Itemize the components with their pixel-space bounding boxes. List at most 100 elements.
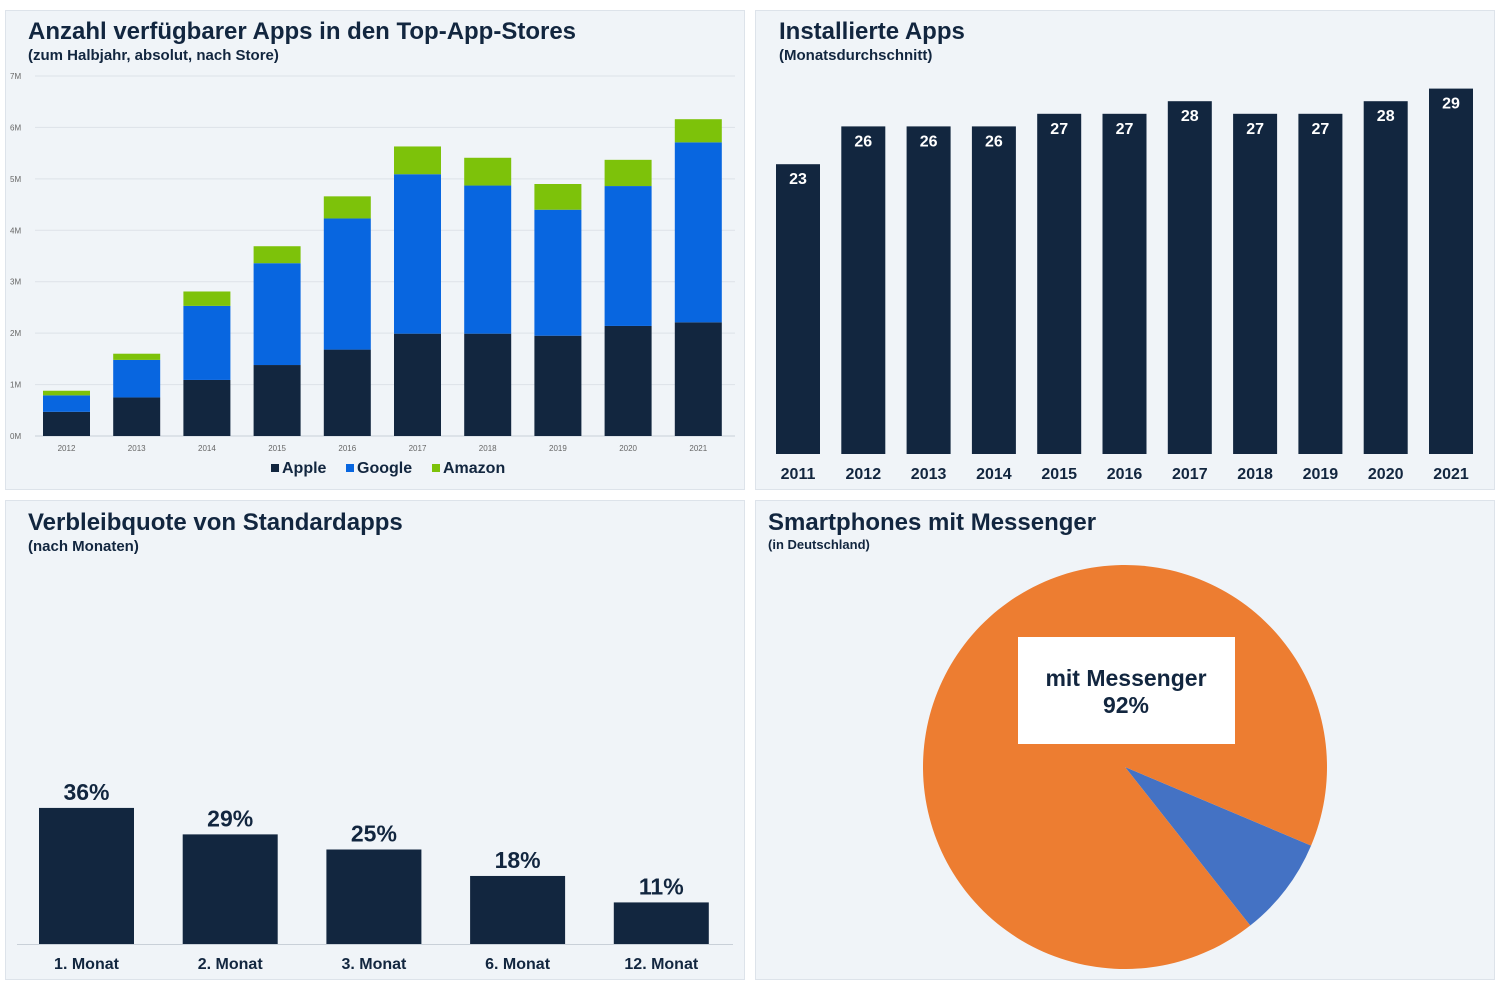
x-tick-label: 2021 <box>1433 466 1469 483</box>
bar-amazon-2020 <box>604 159 652 187</box>
x-tick-label: 2014 <box>198 444 216 453</box>
chart2-subtitle: (Monatsdurchschnitt) <box>779 47 933 64</box>
bar-amazon-2012 <box>43 390 90 396</box>
x-tick-label: 2018 <box>1237 466 1273 483</box>
y-tick-label: 3M <box>10 278 21 287</box>
data-label: 26 <box>985 133 1003 150</box>
x-tick-label: 2020 <box>619 444 637 453</box>
value-label: 36% <box>63 779 109 805</box>
bar-2020 <box>1363 101 1408 454</box>
x-tick-label: 2013 <box>911 466 947 483</box>
x-tick-label: 2018 <box>479 444 497 453</box>
pie-label-value: 92% <box>1103 692 1149 718</box>
bar-google-2019 <box>534 209 582 336</box>
data-label: 26 <box>854 133 872 150</box>
bar-apple-2019 <box>534 335 582 436</box>
x-tick-label: 2017 <box>409 444 427 453</box>
bar-apple-2017 <box>394 333 441 436</box>
bar-2013 <box>906 126 951 455</box>
legend-swatch-apple <box>271 464 279 472</box>
bar-2018 <box>1233 113 1278 455</box>
x-tick-label: 2014 <box>976 466 1012 483</box>
x-tick-label: 2019 <box>549 444 567 453</box>
bar-apple-2016 <box>323 349 371 436</box>
pie-label-name: mit Messenger <box>1045 665 1206 691</box>
data-label: 26 <box>920 133 938 150</box>
x-tick-label: 2. Monat <box>198 956 264 973</box>
x-tick-label: 2015 <box>1041 466 1077 483</box>
bar-google-2018 <box>464 185 512 334</box>
bar-google-2013 <box>113 359 161 398</box>
chart1-subtitle: (zum Halbjahr, absolut, nach Store) <box>28 47 279 64</box>
value-label: 29% <box>207 805 253 831</box>
legend-label-apple: Apple <box>282 460 327 477</box>
value-label: 18% <box>495 847 541 873</box>
x-tick-label: 2015 <box>268 444 286 453</box>
x-tick-label: 2016 <box>1107 466 1143 483</box>
bar-2011 <box>776 164 820 454</box>
bar-amazon-2015 <box>253 246 301 264</box>
bar-apple-2012 <box>43 411 90 436</box>
x-tick-label: 2019 <box>1303 466 1339 483</box>
bar-2015 <box>1037 113 1082 455</box>
chart1-title: Anzahl verfügbarer Apps in den Top-App-S… <box>28 18 577 45</box>
bar-google-2014 <box>183 305 231 380</box>
value-label: 11% <box>639 873 684 899</box>
y-tick-label: 2M <box>10 329 21 338</box>
bar-apple-2018 <box>464 333 512 436</box>
bar-apple-2021 <box>674 322 722 436</box>
bar-1. Monat <box>39 807 134 944</box>
bar-2016 <box>1102 113 1147 455</box>
bar-apple-2013 <box>113 397 161 436</box>
x-tick-label: 2016 <box>338 444 356 453</box>
x-tick-label: 2013 <box>128 444 146 453</box>
data-label: 28 <box>1181 108 1199 125</box>
bar-amazon-2013 <box>113 353 161 360</box>
bar-2021 <box>1429 88 1473 454</box>
legend-label-amazon: Amazon <box>443 460 505 477</box>
chart2-title: Installierte Apps <box>779 18 965 45</box>
bar-12. Monat <box>613 902 709 944</box>
bar-6. Monat <box>470 875 566 944</box>
bar-apple-2014 <box>183 379 231 436</box>
bar-2019 <box>1298 113 1343 455</box>
bar-2017 <box>1167 101 1212 454</box>
pie-slice-other <box>1125 767 1312 926</box>
data-label: 27 <box>1050 121 1068 138</box>
x-tick-label: 2020 <box>1368 466 1404 483</box>
x-tick-label: 12. Monat <box>624 956 698 973</box>
chart4-title: Smartphones mit Messenger <box>768 509 1097 536</box>
x-tick-label: 3. Monat <box>341 956 407 973</box>
chart3-subtitle: (nach Monaten) <box>28 538 139 555</box>
y-tick-label: 7M <box>10 72 21 81</box>
bar-amazon-2016 <box>323 196 371 219</box>
legend-label-google: Google <box>357 460 412 477</box>
bar-amazon-2018 <box>464 157 512 186</box>
bar-google-2017 <box>394 174 441 334</box>
legend-swatch-amazon <box>432 464 440 472</box>
y-tick-label: 5M <box>10 175 21 184</box>
chart4-subtitle: (in Deutschland) <box>768 537 870 552</box>
bar-google-2016 <box>323 218 371 350</box>
x-tick-label: 2011 <box>781 466 816 483</box>
chart3-title: Verbleibquote von Standardapps <box>28 509 403 536</box>
bar-google-2020 <box>604 186 652 326</box>
bar-google-2015 <box>253 263 301 366</box>
bar-2012 <box>841 126 886 455</box>
y-tick-label: 6M <box>10 123 21 132</box>
data-label: 27 <box>1312 121 1330 138</box>
data-label: 28 <box>1377 108 1395 125</box>
x-tick-label: 1. Monat <box>54 956 120 973</box>
bar-3. Monat <box>326 849 422 944</box>
bar-google-2021 <box>674 142 722 323</box>
y-tick-label: 4M <box>10 226 21 235</box>
bar-amazon-2019 <box>534 184 582 210</box>
data-label: 29 <box>1442 96 1460 113</box>
data-label: 27 <box>1116 121 1134 138</box>
value-label: 25% <box>351 821 397 847</box>
bar-apple-2015 <box>253 365 301 436</box>
data-label: 23 <box>789 171 807 188</box>
pie-label-box <box>1018 637 1235 744</box>
y-tick-label: 1M <box>10 381 21 390</box>
